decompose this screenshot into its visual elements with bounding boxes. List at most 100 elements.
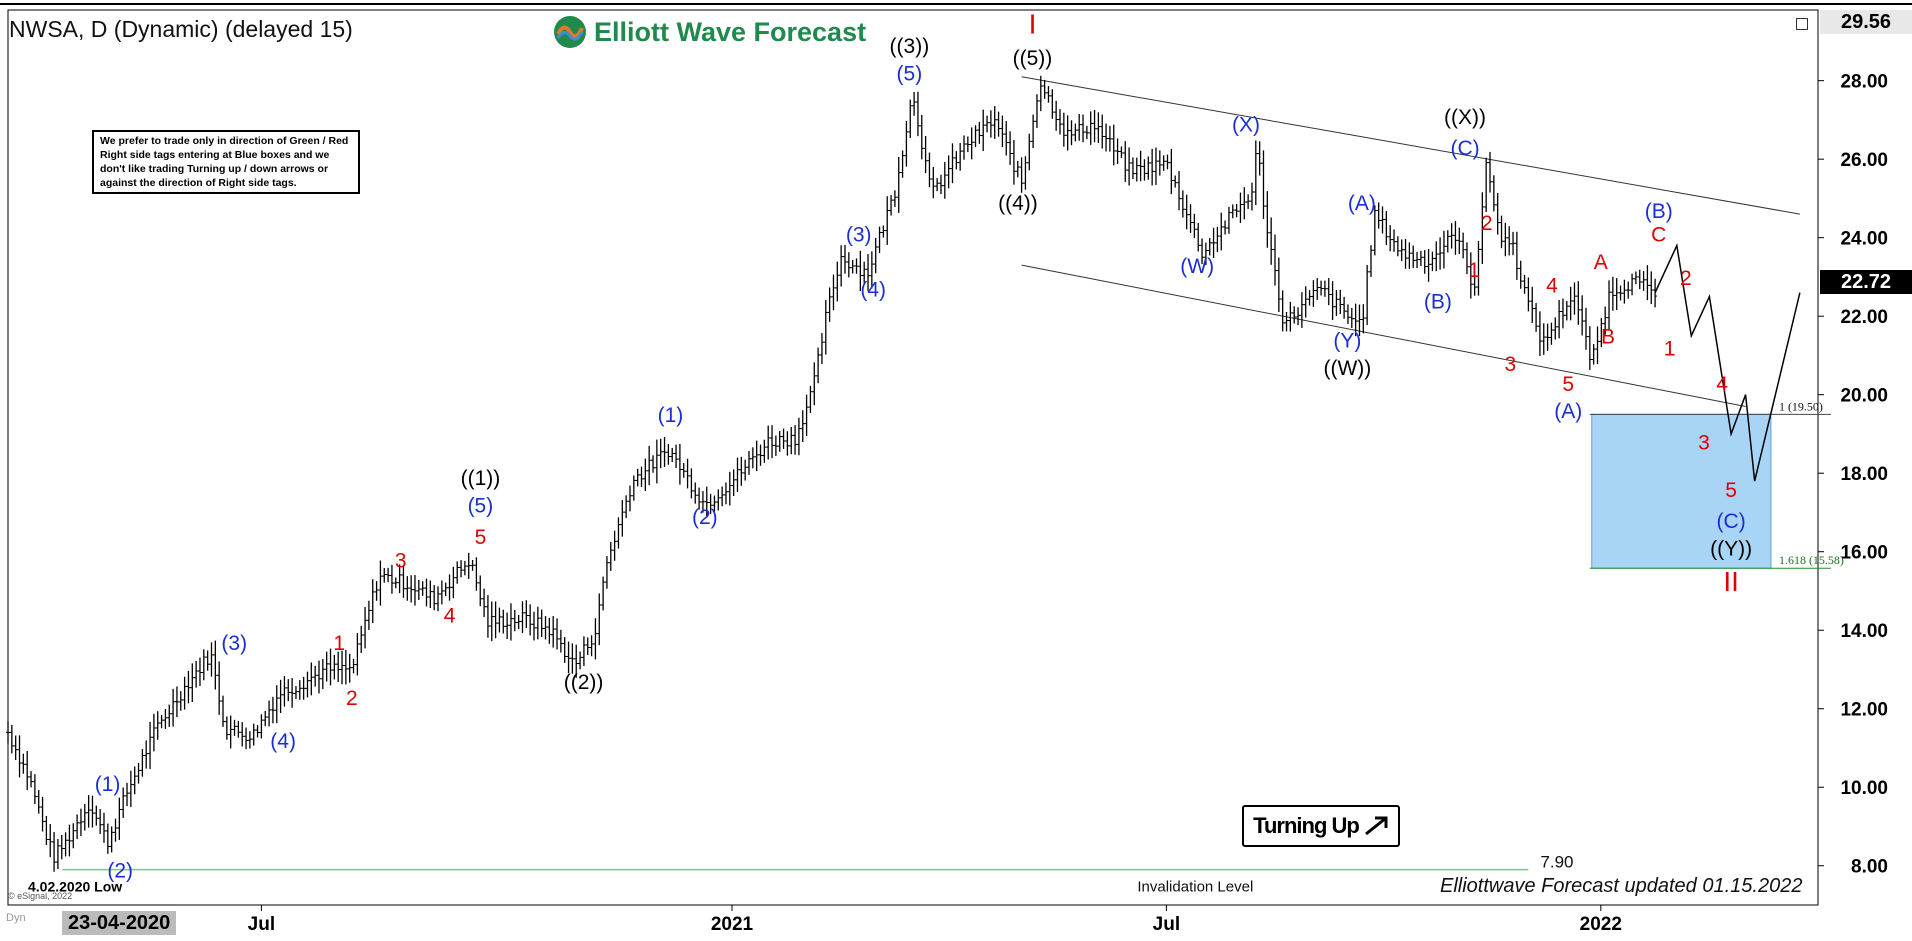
ohlc-bar bbox=[816, 347, 821, 384]
wave-label: ((2)) bbox=[564, 671, 604, 694]
ohlc-bar bbox=[674, 444, 679, 469]
wave-label: (5) bbox=[897, 63, 923, 86]
ohlc-bar bbox=[823, 300, 828, 355]
ohlc-bar bbox=[324, 651, 329, 682]
ohlc-bar bbox=[1246, 194, 1251, 209]
ohlc-bar bbox=[17, 735, 22, 778]
ohlc-bar bbox=[1583, 307, 1588, 350]
ohlc-bar bbox=[409, 575, 414, 603]
ohlc-bar bbox=[627, 485, 632, 512]
ohlc-bar bbox=[451, 566, 456, 599]
ohlc-bar bbox=[539, 609, 544, 637]
ohlc-bar bbox=[938, 174, 943, 195]
ohlc-bar bbox=[263, 710, 268, 727]
ohlc-bar bbox=[1011, 140, 1016, 185]
ohlc-bar bbox=[704, 486, 709, 518]
esignal-credit: © eSignal, 2022 bbox=[8, 891, 73, 901]
ohlc-bar bbox=[1111, 124, 1116, 166]
ohlc-bar bbox=[1545, 323, 1550, 351]
ohlc-bar bbox=[1495, 192, 1500, 235]
logo-icon bbox=[554, 16, 586, 48]
ohlc-bar bbox=[1142, 159, 1147, 181]
ohlc-bar bbox=[1130, 157, 1135, 180]
ohlc-bar bbox=[63, 832, 68, 857]
ohlc-bar bbox=[1422, 250, 1427, 274]
ohlc-bar bbox=[94, 805, 99, 826]
ohlc-bar bbox=[1307, 290, 1312, 306]
ohlc-bar bbox=[651, 455, 656, 473]
ohlc-bar bbox=[1050, 89, 1055, 119]
ohlc-bar bbox=[685, 458, 690, 489]
ohlc-bar bbox=[1069, 120, 1074, 146]
ohlc-bar bbox=[278, 679, 283, 714]
ohlc-bar bbox=[151, 713, 156, 752]
ohlc-bar bbox=[1146, 156, 1151, 180]
ohlc-bar bbox=[578, 651, 583, 670]
ohlc-bar bbox=[1096, 112, 1101, 144]
ohlc-bar bbox=[1207, 237, 1212, 256]
ohlc-bar bbox=[1115, 138, 1120, 164]
ohlc-bar bbox=[98, 808, 103, 834]
y-tick-label: 20.00 bbox=[1840, 386, 1888, 407]
channel-lower bbox=[1021, 264, 1746, 407]
ohlc-bar bbox=[1326, 278, 1331, 306]
ohlc-bar bbox=[697, 487, 702, 510]
ohlc-bar bbox=[958, 143, 963, 171]
ohlc-bar bbox=[1368, 245, 1373, 277]
ohlc-bar bbox=[374, 581, 379, 601]
ohlc-bar bbox=[6, 721, 10, 744]
ohlc-bar bbox=[336, 651, 341, 682]
wave-label: (1) bbox=[658, 404, 684, 427]
ohlc-bar bbox=[923, 135, 928, 174]
ohlc-bar bbox=[1641, 270, 1646, 291]
ohlc-bar bbox=[919, 114, 924, 160]
ohlc-bar bbox=[869, 251, 874, 289]
ohlc-bar bbox=[1276, 257, 1281, 313]
wave-label: (3) bbox=[221, 632, 247, 655]
ohlc-bar bbox=[136, 762, 141, 784]
ohlc-bar bbox=[1211, 227, 1216, 258]
ohlc-bar bbox=[1645, 265, 1650, 301]
ohlc-bar bbox=[946, 155, 951, 189]
wave-label: 2 bbox=[346, 687, 358, 710]
ohlc-bar bbox=[520, 601, 525, 634]
ohlc-bar bbox=[635, 468, 640, 487]
ohlc-bar bbox=[270, 696, 275, 724]
wave-label: 2 bbox=[1680, 267, 1692, 290]
turning-label: Turning Up bbox=[1253, 813, 1360, 838]
ohlc-bar bbox=[670, 447, 675, 463]
ohlc-bar bbox=[812, 362, 817, 406]
ohlc-bar bbox=[132, 766, 137, 795]
ohlc-bar bbox=[973, 125, 978, 148]
wave-label: 3 bbox=[395, 549, 407, 572]
ohlc-bar bbox=[1507, 226, 1512, 256]
ohlc-bar bbox=[1610, 276, 1615, 311]
ohlc-bar bbox=[1234, 203, 1239, 218]
ohlc-bar bbox=[555, 618, 560, 650]
ohlc-bar bbox=[382, 568, 387, 583]
ohlc-bar bbox=[1200, 238, 1205, 265]
ohlc-bar bbox=[720, 486, 725, 507]
ohlc-bar bbox=[55, 838, 60, 870]
wave-label: (Y) bbox=[1333, 330, 1361, 353]
ohlc-bar bbox=[232, 719, 237, 736]
ohlc-bar bbox=[1595, 326, 1600, 365]
ohlc-bar bbox=[785, 431, 790, 456]
ohlc-bar bbox=[931, 166, 936, 199]
restore-icon[interactable] bbox=[1796, 18, 1808, 30]
ohlc-bar bbox=[896, 156, 901, 213]
wave-label: ((X)) bbox=[1444, 106, 1486, 129]
ohlc-bar bbox=[1499, 215, 1504, 249]
ohlc-bar bbox=[1019, 157, 1024, 193]
ohlc-bar bbox=[1061, 112, 1066, 147]
ohlc-bar bbox=[1357, 304, 1362, 337]
ohlc-bar bbox=[378, 560, 383, 606]
ohlc-bar bbox=[29, 771, 34, 788]
ohlc-bar bbox=[551, 616, 556, 648]
ohlc-bar bbox=[163, 709, 168, 729]
ohlc-bar bbox=[205, 650, 210, 671]
ohlc-bar bbox=[59, 835, 64, 860]
ohlc-bar bbox=[612, 530, 617, 561]
ohlc-bar bbox=[992, 106, 997, 139]
